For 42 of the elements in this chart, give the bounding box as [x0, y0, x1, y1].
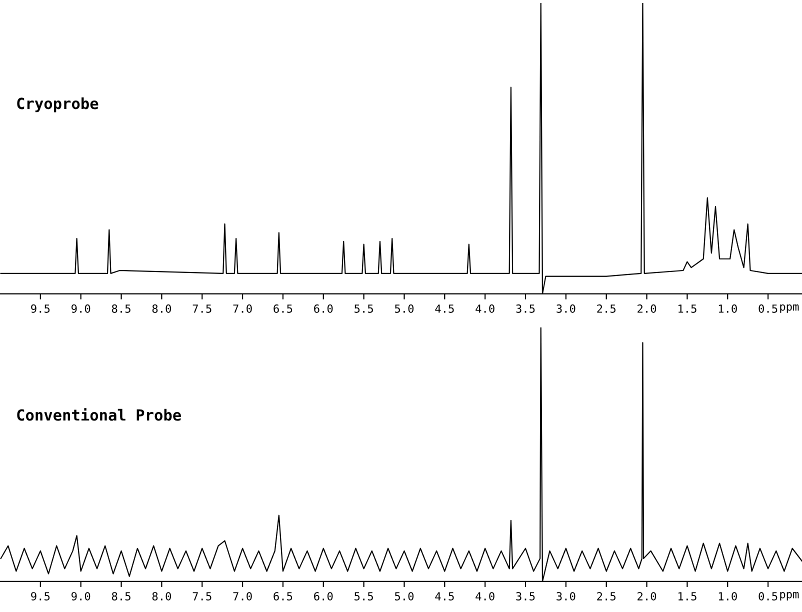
- x-tick-label: 2.5: [597, 304, 616, 313]
- x-tick-label: 8.0: [152, 592, 172, 600]
- x-tick-label: 1.5: [678, 592, 696, 600]
- x-tick-label: 0.5: [758, 304, 778, 313]
- x-tick-label: 3.5: [516, 592, 535, 600]
- x-tick-label: 6.0: [314, 304, 333, 313]
- x-tick-label: 3.0: [556, 592, 576, 600]
- x-tick-label: 3.0: [556, 304, 576, 313]
- x-axis-title: ppm: [780, 592, 799, 601]
- x-tick-label: 1.0: [718, 304, 737, 313]
- x-tick-label: 1.5: [678, 304, 696, 313]
- x-tick-label: 1.0: [718, 592, 737, 600]
- x-tick-label: 8.0: [152, 304, 172, 313]
- x-tick-label: 9.0: [72, 304, 90, 313]
- x-tick-label: 2.0: [638, 592, 656, 600]
- x-tick-label: 7.5: [192, 592, 212, 600]
- x-tick-label: 5.0: [394, 592, 414, 600]
- x-tick-label: 4.0: [476, 304, 494, 313]
- x-tick-label: 6.5: [274, 592, 292, 600]
- x-tick-label: 4.5: [435, 304, 454, 313]
- x-axis-title: ppm: [780, 304, 799, 313]
- x-tick-label: 4.0: [476, 592, 494, 600]
- x-tick-label: 2.5: [597, 592, 616, 600]
- x-tick-label: 7.0: [233, 304, 252, 313]
- x-tick-label: 5.5: [354, 304, 373, 313]
- x-tick-label: 0.5: [758, 592, 778, 600]
- x-tick-label: 5.0: [394, 304, 414, 313]
- text: Cryoprobe: [17, 97, 98, 112]
- x-tick-label: 9.5: [31, 592, 50, 600]
- x-tick-label: 8.5: [112, 304, 130, 313]
- text: Conventional Probe: [17, 408, 181, 421]
- x-tick-label: 6.0: [314, 592, 333, 600]
- x-tick-label: 7.5: [192, 304, 212, 313]
- x-tick-label: 4.5: [435, 592, 454, 600]
- x-tick-label: 9.0: [72, 592, 90, 600]
- x-tick-label: 5.5: [354, 592, 373, 600]
- x-tick-label: 6.5: [274, 304, 292, 313]
- x-tick-label: 9.5: [31, 304, 50, 313]
- x-tick-label: 8.5: [112, 592, 130, 600]
- x-tick-label: 2.0: [638, 304, 656, 313]
- x-tick-label: 3.5: [516, 304, 535, 313]
- x-tick-label: 7.0: [233, 592, 252, 600]
